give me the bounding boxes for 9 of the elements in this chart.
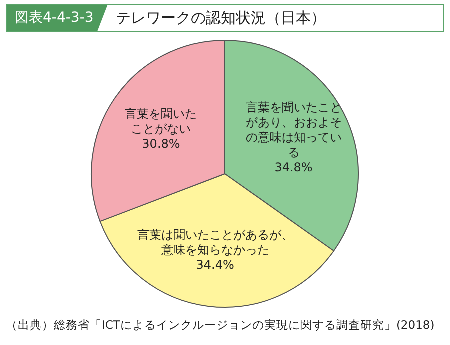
data-label: 34.4%	[196, 258, 234, 272]
slice-label: 言葉を聞いたことがない	[125, 107, 198, 136]
slice-label: 言葉は聞いたことがあるが、意味を知らなかった	[137, 228, 294, 257]
data-label: 30.8%	[142, 137, 180, 152]
data-label: 34.8%	[274, 160, 313, 175]
chart-subtitle: 図表4-4-3-3	[7, 5, 108, 31]
text: （出典）総務省「ICTによるインクルージョンの実現に関する調査研究」(2018)	[6, 318, 435, 333]
chart-title: テレワークの認知状況（日本）	[116, 8, 326, 28]
slice-label: 言葉を聞いたことがあり、おおよその意味は知っている	[246, 100, 342, 160]
